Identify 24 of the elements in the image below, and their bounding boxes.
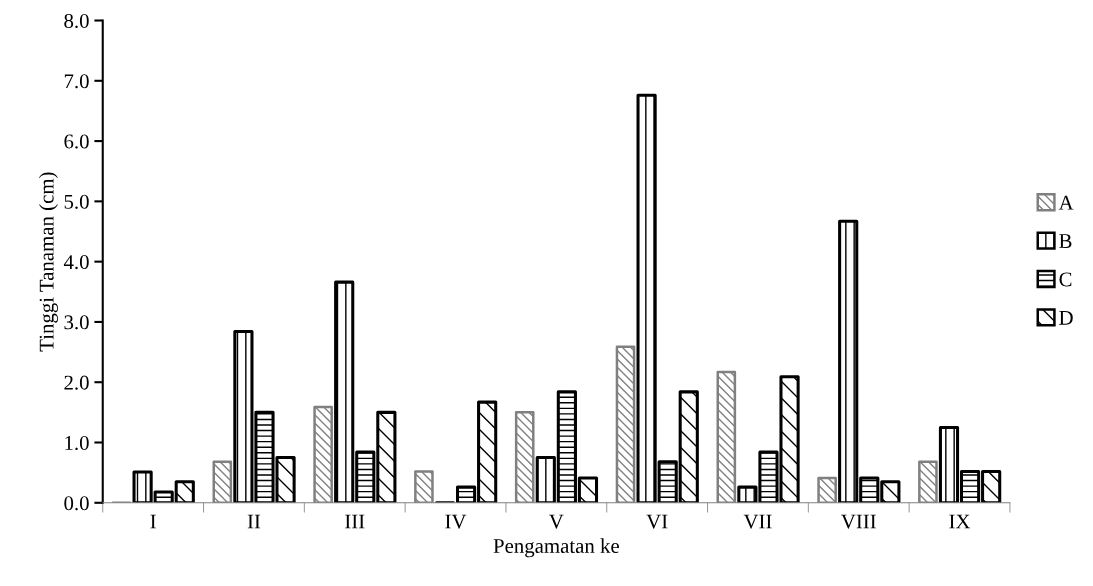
y-tick-label: 3.0 (64, 315, 89, 330)
x-tick-label: II (247, 514, 261, 529)
x-tick-label: V (549, 514, 564, 529)
y-tick-label: 4.0 (63, 255, 89, 270)
y-tick-label: 0.0 (64, 496, 89, 511)
y-tick-label: 8.0 (64, 13, 89, 29)
x-tick-label: III (345, 514, 365, 529)
y-tick-label: 2.0 (64, 375, 89, 390)
y-tick-label: 7.0 (64, 74, 89, 89)
x-tick-label: IX (949, 514, 971, 529)
legend-label: A (1058, 195, 1074, 210)
legend-label: B (1059, 234, 1072, 248)
legend-label: C (1059, 272, 1072, 287)
y-tick-label: 5.0 (64, 194, 89, 209)
y-axis-title: Tinggi Tanaman (cm) (39, 172, 58, 352)
x-axis-title: Pengamatan ke (493, 538, 619, 558)
x-tick-label: VI (646, 514, 668, 529)
y-tick-label: 1.0 (65, 435, 89, 451)
x-tick-label: VII (743, 514, 772, 529)
legend-label: D (1059, 310, 1073, 325)
y-tick-label: 6.0 (64, 134, 89, 149)
x-tick-label: I (150, 514, 156, 529)
x-tick-label: IV (445, 514, 467, 529)
x-tick-label: VIII (841, 514, 876, 529)
